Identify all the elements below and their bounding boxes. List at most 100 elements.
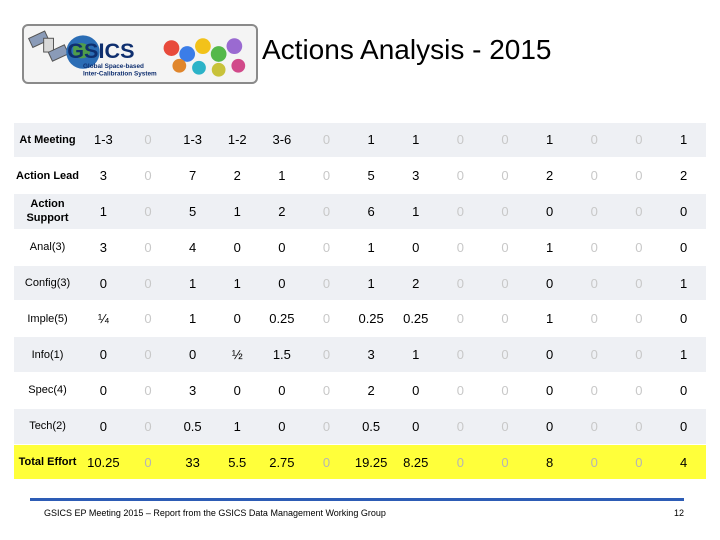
table-cell: 1 <box>170 300 215 338</box>
table-cell: 0 <box>616 265 662 302</box>
table-cell: 1 <box>393 122 439 159</box>
table-cell: 0.5 <box>348 408 394 445</box>
table-cell: 0 <box>259 372 305 409</box>
table-cell: 0 <box>304 265 349 302</box>
table-cell: 0 <box>81 408 126 445</box>
table-cell: 0 <box>438 229 483 266</box>
table-cell: 2.75 <box>259 444 305 481</box>
column-header-nist: NIST <box>482 84 528 123</box>
table-cell: 0 <box>482 372 528 409</box>
table-cell: 0 <box>616 193 662 230</box>
gsics-logo-graphic: GSICS Global Space-based Inter-Calibrati… <box>27 30 246 78</box>
table-cell: 0 <box>81 372 126 409</box>
table-cell: 1 <box>81 193 126 230</box>
table-cell: 4 <box>661 444 706 481</box>
table-cell: 1 <box>214 193 260 230</box>
table-cell: 0 <box>125 372 171 409</box>
table-cell: 0 <box>125 157 171 195</box>
page-title: Actions Analysis - 2015 <box>262 34 552 65</box>
table-cell: 8.25 <box>393 444 439 481</box>
table-cell: 7 <box>170 157 215 195</box>
table-cell: 0 <box>393 372 439 409</box>
table-row: Anal(3) 3 0 4 0 0 0 1 0 0 0 1 0 0 0 <box>14 229 706 266</box>
table-cell: ¼ <box>81 300 126 338</box>
table-cell: 1 <box>661 122 706 159</box>
table-cell: 0 <box>304 408 349 445</box>
table-cell: 5.5 <box>214 444 260 481</box>
table-cell: 0 <box>616 408 662 445</box>
footer-text: GSICS EP Meeting 2015 – Report from the … <box>44 508 386 518</box>
table-cell: 2 <box>393 265 439 302</box>
table-cell: 0 <box>482 193 528 230</box>
table-cell: 0 <box>482 122 528 159</box>
logo-tagline-2: Inter-Calibration System <box>83 71 157 78</box>
table-row: Config(3) 0 0 1 1 0 0 1 2 0 0 0 0 0 1 <box>14 265 706 302</box>
table-cell: 0 <box>304 336 349 374</box>
table-cell: 0 <box>304 300 349 338</box>
table-cell: ½ <box>214 336 260 374</box>
table-cell: 0 <box>125 193 171 230</box>
table-cell: 0 <box>304 372 349 409</box>
table-cell: 0 <box>482 336 528 374</box>
row-label: Total Effort <box>14 444 82 481</box>
table-cell: 6 <box>348 193 394 230</box>
table-cell: 1 <box>393 193 439 230</box>
table-cell: 0 <box>571 372 617 409</box>
column-header-kma: KMA <box>393 84 439 123</box>
table-cell: 0.5 <box>170 408 215 445</box>
table-cell: 3 <box>81 229 126 266</box>
table-cell: 0 <box>482 229 528 266</box>
table-cell: 0 <box>616 444 662 481</box>
table-cell: 3 <box>393 157 439 195</box>
table-cell: 0 <box>661 300 706 338</box>
column-header-cnes: CNES <box>125 84 171 123</box>
table-cell: 3 <box>348 336 394 374</box>
total-row: Total Effort 10.25 0 33 5.5 2.75 0 19.25 8.25 0 0 8… <box>14 444 706 481</box>
gsics-logo: GSICS Global Space-based Inter-Calibrati… <box>22 24 258 84</box>
logo-main-text: GSICS <box>67 38 134 63</box>
table-cell: 0 <box>304 229 349 266</box>
table-cell: 0 <box>482 444 528 481</box>
table-cell: 2 <box>348 372 394 409</box>
table-cell: 1 <box>214 408 260 445</box>
table-cell: 1.5 <box>259 336 305 374</box>
table-cell: 0 <box>482 408 528 445</box>
table-cell: 0 <box>438 444 483 481</box>
row-label: Action Support <box>14 193 82 230</box>
table-cell: 0 <box>616 229 662 266</box>
table-cell: 0 <box>571 229 617 266</box>
column-header-imd: IMD <box>259 84 305 123</box>
table-cell: 0 <box>438 265 483 302</box>
column-header-rosh: ROSH <box>571 84 617 123</box>
table-cell: 1 <box>170 265 215 302</box>
table-cell: 0 <box>393 229 439 266</box>
table-header-row: CMA CNES EUM ISRO IMD JAXA JMA KMA NASA NIST NOAA R… <box>14 84 706 123</box>
table-cell: 0 <box>259 229 305 266</box>
table-cell: 0 <box>571 336 617 374</box>
row-label: Anal(3) <box>14 229 82 266</box>
table-cell: 0 <box>214 300 260 338</box>
table-cell: 0 <box>661 193 706 230</box>
table-row: Action Lead 3 0 7 2 1 0 5 3 0 0 2 0 0 2 <box>14 157 706 195</box>
table-cell: 0.25 <box>393 300 439 338</box>
table-cell: 0 <box>438 408 483 445</box>
actions-table: CMA CNES EUM ISRO IMD JAXA JMA KMA NASA NIST NOAA R… <box>14 84 706 481</box>
column-header-isro: ISRO <box>214 84 260 123</box>
table-cell: 1-3 <box>81 122 126 159</box>
table-cell: 19.25 <box>348 444 394 481</box>
table-cell: 2 <box>259 193 305 230</box>
table-cell: 0 <box>214 229 260 266</box>
table-row: Tech(2) 0 0 0.5 1 0 0 0.5 0 0 0 0 0 0 0 <box>14 408 706 445</box>
table-cell: 0 <box>214 372 260 409</box>
table-cell: 0 <box>125 444 171 481</box>
table-cell: 0 <box>571 122 617 159</box>
table-cell: 0 <box>571 265 617 302</box>
table-cell: 2 <box>527 157 572 195</box>
column-header-wmo: WMO <box>661 84 706 123</box>
table-cell: 0 <box>527 408 572 445</box>
table-cell: 3 <box>81 157 126 195</box>
table-cell: 1 <box>214 265 260 302</box>
table-cell: 0 <box>259 408 305 445</box>
table-cell: 1 <box>259 157 305 195</box>
table-cell: 0 <box>304 444 349 481</box>
